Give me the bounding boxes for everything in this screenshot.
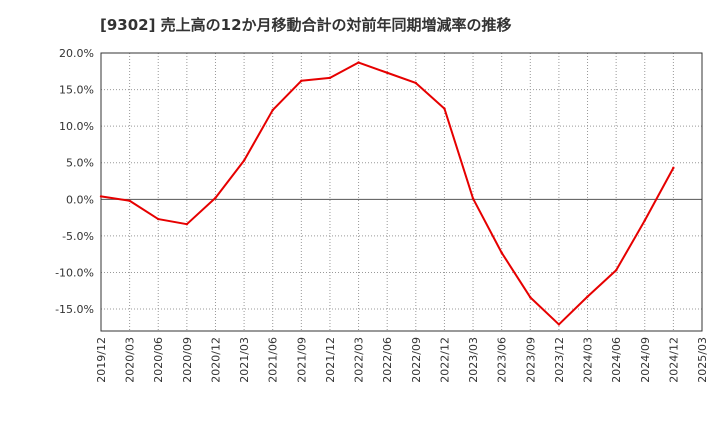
data-point xyxy=(643,219,646,222)
x-tick-label: 2025/03 xyxy=(696,337,709,383)
data-point xyxy=(328,76,332,80)
y-tick-label: 10.0% xyxy=(59,120,94,133)
data-point xyxy=(443,107,446,110)
y-tick-label: -10.0% xyxy=(55,266,94,279)
data-point xyxy=(500,251,503,254)
x-tick-label: 2023/12 xyxy=(553,337,566,383)
y-tick-label: 20.0% xyxy=(59,47,94,60)
x-tick-label: 2022/12 xyxy=(438,337,451,383)
x-tick-label: 2020/09 xyxy=(181,337,194,383)
x-tick-label: 2020/12 xyxy=(209,337,222,383)
x-tick-label: 2021/12 xyxy=(324,337,337,383)
plot-border xyxy=(100,52,703,332)
data-point xyxy=(614,269,618,272)
data-point xyxy=(414,81,418,85)
data-point xyxy=(586,295,589,298)
plot-area xyxy=(101,53,702,331)
y-tick-label: 5.0% xyxy=(66,157,94,170)
x-tick-label: 2024/06 xyxy=(610,337,623,383)
data-point xyxy=(185,222,189,226)
data-point xyxy=(300,79,303,83)
data-point xyxy=(214,196,217,200)
data-point xyxy=(242,159,246,162)
data-point xyxy=(271,108,274,112)
x-tick-label: 2022/03 xyxy=(353,337,366,383)
y-tick-label: 0.0% xyxy=(66,193,94,206)
x-tick-label: 2022/09 xyxy=(410,337,423,383)
data-point xyxy=(157,217,160,221)
x-tick-label: 2019/12 xyxy=(95,337,108,383)
x-tick-label: 2020/06 xyxy=(152,337,165,383)
x-tick-label: 2022/06 xyxy=(381,337,394,383)
data-point xyxy=(529,296,532,299)
y-tick-label: 15.0% xyxy=(59,84,94,97)
x-tick-label: 2024/03 xyxy=(582,337,595,383)
y-tick-label: -15.0% xyxy=(55,303,94,316)
y-tick-label: -5.0% xyxy=(62,230,94,243)
x-tick-label: 2024/12 xyxy=(667,337,680,383)
data-point xyxy=(357,61,360,64)
x-tick-label: 2020/03 xyxy=(124,337,137,383)
data-point xyxy=(99,195,103,198)
chart-title: [9302] 売上高の12か月移動合計の対前年同期増減率の推移 xyxy=(100,16,512,34)
x-tick-label: 2023/03 xyxy=(467,337,480,383)
x-tick-label: 2021/03 xyxy=(238,337,251,383)
data-point xyxy=(557,323,561,326)
x-tick-label: 2023/09 xyxy=(524,337,537,383)
data-point xyxy=(471,197,475,200)
data-point xyxy=(385,71,389,74)
data-point xyxy=(128,199,131,202)
x-tick-label: 2021/06 xyxy=(267,337,280,383)
x-tick-label: 2021/09 xyxy=(295,337,308,383)
x-tick-label: 2023/06 xyxy=(496,337,509,383)
data-point xyxy=(672,166,675,170)
x-tick-label: 2024/09 xyxy=(639,337,652,383)
